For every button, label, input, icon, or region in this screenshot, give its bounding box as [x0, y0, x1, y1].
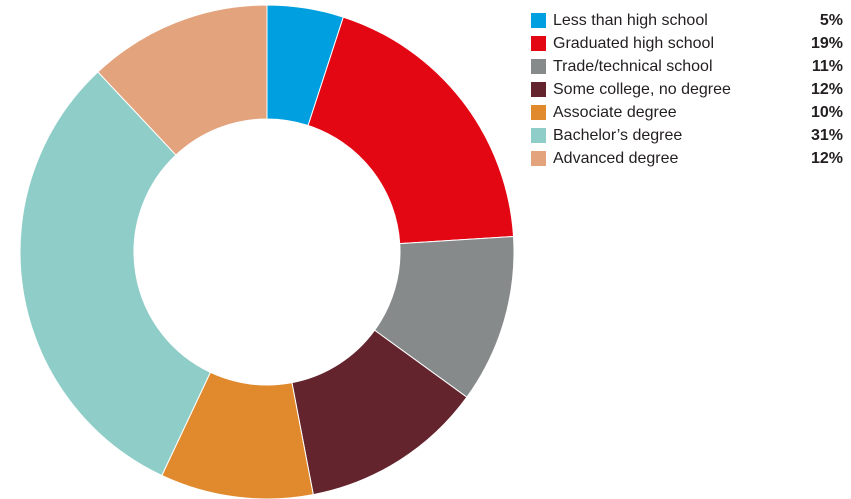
legend-swatch [531, 13, 546, 28]
donut-slice [307, 16, 515, 245]
donut-slice [97, 4, 268, 156]
legend-item: Graduated high school 19% [531, 32, 843, 55]
legend-label: Some college, no degree [553, 81, 731, 98]
chart-legend: Less than high school 5% Graduated high … [531, 9, 843, 170]
legend-value: 10% [810, 104, 843, 121]
legend-swatch [531, 128, 546, 143]
legend-label: Associate degree [553, 104, 677, 121]
legend-item: Advanced degree 12% [531, 147, 843, 170]
legend-item: Trade/technical school 11% [531, 55, 843, 78]
donut-chart [19, 4, 515, 499]
legend-item: Some college, no degree 12% [531, 78, 843, 101]
legend-label: Graduated high school [553, 35, 714, 52]
legend-label: Trade/technical school [553, 58, 713, 75]
legend-value: 5% [819, 12, 843, 29]
legend-swatch [531, 105, 546, 120]
legend-swatch [531, 59, 546, 74]
legend-value: 19% [810, 35, 843, 52]
legend-swatch [531, 151, 546, 166]
legend-label: Advanced degree [553, 150, 679, 167]
legend-swatch [531, 82, 546, 97]
legend-label: Less than high school [553, 12, 708, 29]
legend-item: Bachelor’s degree 31% [531, 124, 843, 147]
legend-item: Less than high school 5% [531, 9, 843, 32]
legend-swatch [531, 36, 546, 51]
legend-label: Bachelor’s degree [553, 127, 683, 144]
legend-value: 12% [810, 150, 843, 167]
donut-slice [19, 71, 212, 477]
legend-item: Associate degree 10% [531, 101, 843, 124]
legend-value: 11% [811, 58, 843, 75]
legend-value: 12% [810, 81, 843, 98]
legend-value: 31% [810, 127, 843, 144]
